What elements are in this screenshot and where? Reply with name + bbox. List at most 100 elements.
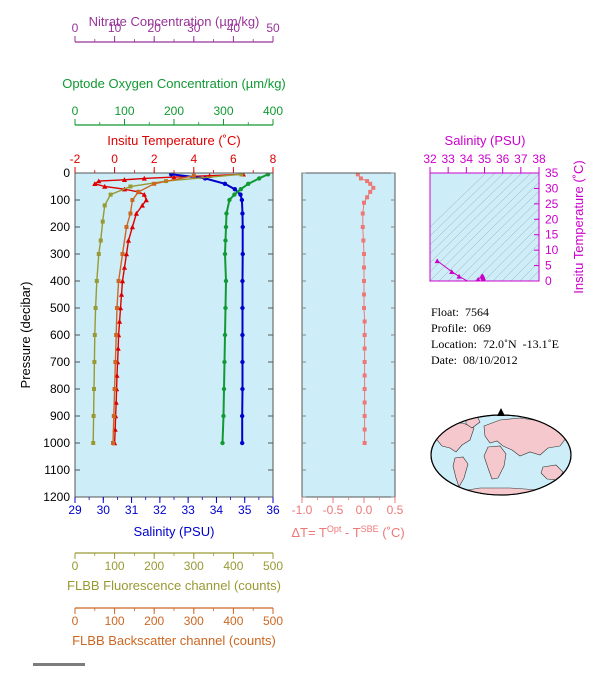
ts-series [434, 258, 486, 281]
delta-t-point [360, 225, 365, 229]
salinity-tick-label: 29 [68, 503, 82, 517]
oxygen-point [232, 192, 237, 197]
fluorescence-point [92, 333, 97, 337]
salinity-point [232, 187, 238, 192]
backscatter-point [114, 333, 119, 337]
temperature-point [115, 345, 121, 351]
backscatter-point [124, 225, 129, 229]
ts-temperature-tick-label: 15 [545, 228, 559, 242]
pressure-axis-title: Pressure (decibar) [18, 282, 33, 389]
delta-t-point [362, 333, 367, 337]
pressure-tick-label: 0 [63, 166, 70, 180]
oxygen-axis-title: Optode Oxygen Concentration (µm/kg) [62, 76, 286, 91]
fluorescence-point [96, 252, 101, 256]
salinity-point [239, 440, 245, 446]
fluorescence-point [128, 184, 133, 189]
delta-t-point [362, 414, 367, 418]
temperature-point [102, 183, 108, 189]
salinity-point [238, 192, 243, 197]
salinity-point [168, 173, 174, 177]
ts-isopycnal-line [456, 199, 539, 281]
world-map [430, 408, 572, 496]
ts-isopycnal-line [510, 252, 539, 281]
footer-stamp [33, 663, 85, 666]
delta-t-series [355, 173, 376, 445]
temperature-point [125, 237, 132, 243]
fluorescence-point [94, 279, 99, 283]
oxygen-point [222, 332, 228, 338]
delta-t-point [362, 346, 367, 351]
temperature-point [117, 305, 124, 311]
fluorescence-point [91, 441, 96, 445]
backscatter-point [191, 173, 196, 178]
map-africa [483, 445, 507, 480]
ts-isopycnal-line [430, 173, 532, 273]
ts-isopycnal-line [519, 261, 539, 281]
oxygen-point [222, 251, 228, 257]
ts-isopycnal-line [528, 270, 539, 281]
ts-temperature-tick-label: 10 [545, 243, 559, 257]
salinity-point [240, 278, 245, 284]
oxygen-point [238, 187, 244, 192]
fluorescence-tick-label: 500 [263, 559, 283, 573]
ts-temperature-tick-label: 0 [545, 274, 552, 288]
ts-temperature-tick-label: 20 [545, 212, 559, 226]
backscatter-tick-label: 100 [105, 614, 125, 628]
pressure-tick-label: 1100 [44, 463, 70, 477]
backscatter-point [113, 360, 118, 364]
backscatter-point [136, 189, 141, 194]
fluorescence-tick-label: 100 [105, 559, 125, 573]
temperature-point [119, 278, 126, 284]
delta-t-tick-label: -0.5 [323, 503, 344, 517]
pressure-tick-label: 400 [50, 274, 70, 288]
temperature-point [113, 399, 119, 405]
fluorescence-tick-label: 200 [144, 559, 164, 573]
temperature-axis-title: Insitu Temperature (˚C) [107, 133, 240, 148]
ts-isopycnal-line [501, 243, 539, 281]
temperature-point [114, 372, 120, 378]
profile-label: Profile: 069 [431, 321, 491, 335]
delta-t-point [362, 441, 367, 445]
temperature-tick-label: 0 [111, 152, 118, 166]
oxygen-tick-label: 300 [213, 104, 233, 118]
oxygen-point [246, 181, 251, 186]
delta-t-point [362, 427, 367, 432]
backscatter-tick-label: 400 [223, 614, 243, 628]
oxygen-point [224, 211, 229, 216]
delta-t-point [362, 387, 367, 391]
ts-isopycnal-line [438, 182, 539, 281]
salinity-point [222, 181, 228, 186]
delta-t-point [355, 173, 360, 177]
delta-t-point [371, 185, 376, 190]
ts-salinity-tick-label: 34 [460, 152, 474, 166]
backscatter-axis-title: FLBB Backscatter channel (counts) [72, 633, 276, 648]
oxygen-point [221, 386, 227, 392]
salinity-point [240, 386, 245, 392]
ts-point [456, 273, 462, 279]
delta-t-point [362, 292, 366, 297]
salinity-point [240, 332, 245, 338]
ts-temperature-tick-label: 35 [545, 166, 559, 180]
oxygen-point [220, 440, 225, 446]
oxygen-point [221, 413, 226, 419]
pressure-tick-label: 500 [50, 301, 70, 315]
temperature-tick-label: 6 [230, 152, 237, 166]
salinity-point [239, 413, 245, 419]
oxygen-tick-label: 0 [72, 104, 79, 118]
salinity-tick-label: 30 [97, 503, 111, 517]
temperature-point [141, 192, 147, 197]
fluorescence-point [108, 192, 113, 197]
ts-isopycnal-line [465, 208, 539, 281]
ts-point [434, 258, 440, 264]
temperature-point [123, 251, 130, 257]
ts-salinity-tick-label: 38 [532, 152, 546, 166]
delta-t-point [362, 265, 366, 270]
ts-isopycnal-line [492, 234, 539, 281]
temperature-tick-label: 4 [190, 152, 197, 166]
oxygen-point [227, 197, 232, 203]
ts-temperature-tick-label: 25 [545, 197, 559, 211]
delta-t-point [362, 200, 366, 205]
ts-isopycnal-line [430, 173, 539, 281]
ts-isopycnal-line [430, 173, 487, 228]
